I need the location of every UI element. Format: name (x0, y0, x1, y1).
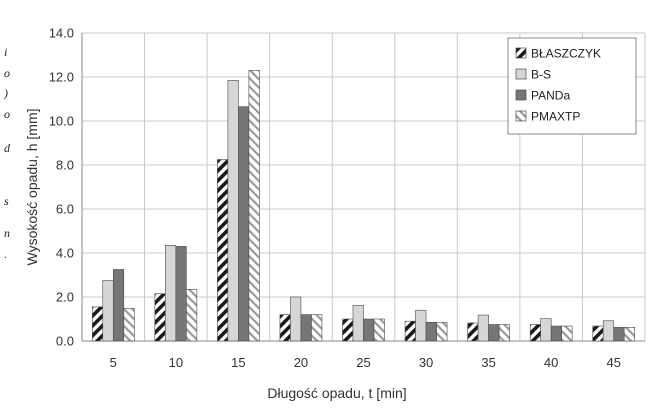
margin-glyph: o (4, 107, 10, 121)
y-tick-label: 6.0 (56, 202, 74, 217)
gridlines (81, 32, 646, 342)
bar-panda-30 (425, 321, 437, 342)
bar-pmaxtp-15 (248, 70, 260, 342)
tick-labels: 0.0 2.0 4.0 6.0 8.0 10.0 12.0 14.0 5 10 15 20 25 30 35… (49, 26, 621, 371)
bar-b-s-15 (227, 80, 239, 342)
bar-b-aszczyk-10 (154, 293, 166, 342)
bar-b-aszczyk-30 (404, 320, 416, 342)
bar-panda-35 (488, 324, 500, 342)
bar-panda-10 (175, 246, 187, 342)
margin-glyph: n (4, 226, 10, 240)
bar-b-aszczyk-40 (529, 324, 541, 342)
legend-swatch (515, 89, 527, 101)
bar-b-aszczyk-35 (467, 322, 479, 342)
margin-glyph: . (4, 247, 7, 261)
x-tick-label: 20 (294, 355, 308, 370)
bars (91, 70, 636, 342)
y-tick-label: 14.0 (49, 26, 74, 41)
bar-b-s-10 (165, 245, 177, 342)
legend-label: BŁASZCZYK (531, 47, 601, 61)
y-tick-label: 12.0 (49, 70, 74, 85)
bar-panda-5 (112, 269, 125, 342)
bar-pmaxtp-25 (373, 318, 385, 342)
bar-b-s-45 (602, 320, 615, 342)
bar-panda-20 (300, 314, 312, 342)
legend-label: PANDa (531, 89, 570, 103)
bar-b-s-25 (352, 305, 364, 342)
bar-b-aszczyk-15 (217, 159, 229, 342)
bar-pmaxtp-20 (311, 314, 323, 342)
margin-glyph: ) (3, 86, 8, 100)
bar-b-s-5 (102, 280, 114, 342)
y-tick-label: 4.0 (56, 246, 74, 261)
margin-glyph: i (4, 45, 7, 59)
bar-panda-25 (363, 318, 375, 342)
bar-panda-40 (550, 325, 562, 342)
x-tick-label: 45 (606, 355, 620, 370)
x-tick-label: 5 (110, 355, 117, 370)
legend-label: B-S (531, 68, 551, 82)
bar-pmaxtp-45 (623, 327, 636, 342)
bar-b-aszczyk-45 (592, 325, 604, 342)
legend-swatch (515, 47, 527, 59)
legend-swatch (515, 110, 527, 122)
bar-panda-15 (238, 106, 250, 342)
x-tick-label: 35 (481, 355, 495, 370)
margin-glyph: s (4, 194, 9, 208)
x-tick-label: 10 (169, 355, 183, 370)
bar-pmaxtp-30 (436, 321, 448, 342)
bar-b-s-20 (290, 296, 302, 342)
bar-pmaxtp-35 (498, 324, 510, 342)
y-tick-label: 10.0 (49, 114, 74, 129)
bar-b-aszczyk-20 (279, 314, 291, 342)
bar-b-aszczyk-25 (342, 318, 354, 342)
x-tick-label: 15 (231, 355, 245, 370)
legend-box (507, 37, 637, 135)
bar-pmaxtp-40 (561, 325, 573, 342)
legend-swatch (515, 68, 527, 80)
bar-b-s-30 (415, 309, 427, 342)
x-tick-label: 25 (356, 355, 370, 370)
bar-b-s-40 (540, 318, 552, 342)
bar-pmaxtp-5 (123, 308, 135, 342)
bar-panda-45 (613, 327, 625, 342)
x-axis-title: Długość opadu, t [min] (267, 385, 406, 401)
bar-b-aszczyk-5 (91, 306, 104, 342)
x-tick-label: 30 (419, 355, 433, 370)
legend-label: PMAXTP (531, 110, 580, 124)
y-axis-title: Wysokość opadu, h [mm] (24, 108, 40, 265)
margin-glyph: o (4, 66, 10, 80)
y-tick-label: 0.0 (56, 334, 74, 349)
bar-pmaxtp-10 (186, 288, 198, 342)
y-tick-label: 2.0 (56, 290, 74, 305)
bar-b-s-35 (477, 314, 489, 342)
y-tick-label: 8.0 (56, 158, 74, 173)
margin-glyph: d (4, 141, 11, 155)
x-tick-label: 40 (544, 355, 558, 370)
legend: BŁASZCZYK B-S PANDa PMAXTP (507, 37, 637, 135)
